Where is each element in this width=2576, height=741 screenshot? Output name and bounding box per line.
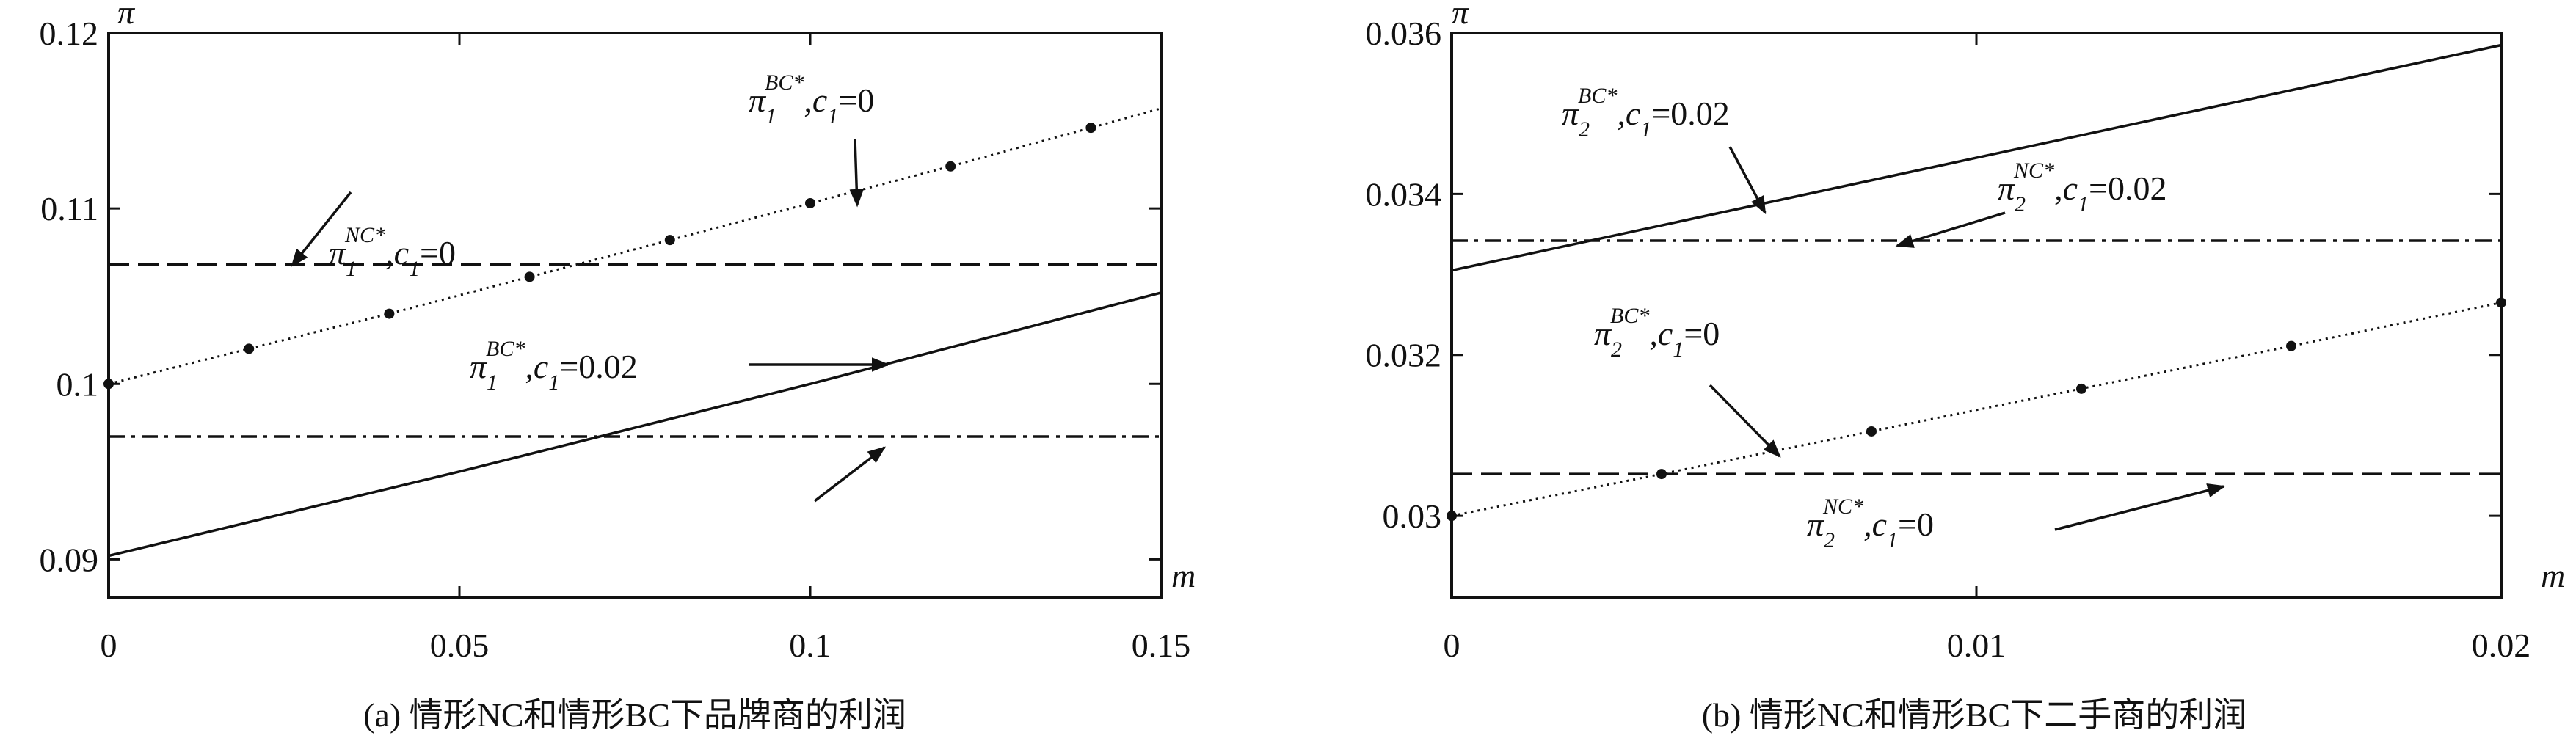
x-tick-label-b: 0 [1444,627,1460,664]
data-point-a [664,235,675,246]
caption-b: (b) 情形NC和情形BC下二手商的利润 [1702,696,2246,734]
data-point-b [1866,426,1877,437]
data-point-a [1085,123,1096,134]
data-point-b [2496,297,2506,308]
series-line-b-dotted-markers [1451,302,2502,517]
plot-b: 0 0.01 0.02 0.03 0.032 0.034 0.036 [1366,15,2531,664]
y-tick-label-a: 0.12 [40,15,99,52]
series-line-b-solid [1451,43,2502,272]
arrow-b-bc-c0 [1709,384,1781,458]
plot-a: 0 0.05 0.1 0.15 0.09 0.1 0.11 0.12 [40,15,1191,664]
arrow-a-nc-c0 [291,191,352,267]
data-point-a [384,308,395,319]
x-tick-label-b: 0.01 [1947,627,2006,664]
x-tick-label-a: 0 [101,627,117,664]
arrow-b-nc-c0 [2054,483,2226,531]
series-line-a-dotted-markers [108,107,1162,385]
y-tick-label-b: 0.036 [1366,15,1442,52]
data-point-b [2076,383,2086,394]
arrow-a-bc-c0 [849,139,865,208]
data-point-a [244,343,255,354]
x-tick-label-b: 0.02 [2472,627,2531,664]
x-axis-label-a: m [1171,557,1196,594]
x-axis-label-b: m [2541,557,2565,594]
series-line-a-solid [108,291,1162,558]
annotation-a-bc-c0: π1BC*,c1=0 [749,70,874,128]
arrow-b-nc-c002 [1895,211,2006,248]
x-tick-label-a: 0.15 [1132,627,1191,664]
y-tick-label-a: 0.1 [57,365,99,403]
data-point-a [805,197,815,208]
y-tick-label-b: 0.034 [1366,175,1442,213]
annotation-a-bc-c002: π1BC*,c1=0.02 [470,337,638,395]
annotation-b-bc-c0: π2BC*,c1=0 [1594,304,1720,362]
arrow-a-nc-c002 [813,446,886,503]
data-point-a [103,379,114,390]
y-tick-label-b: 0.03 [1383,497,1442,535]
annotation-b-nc-c002: π2NC*,c1=0.02 [1998,158,2166,216]
annotation-a-nc-c0: π1NC*,c1=0 [329,223,456,281]
arrow-b-bc-c002 [1728,146,1767,215]
annotation-b-nc-c0: π2NC*,c1=0 [1807,494,1934,552]
y-axis-label-a: π [117,0,136,31]
annotation-b-bc-c002: π2BC*,c1=0.02 [1562,84,1730,142]
data-point-a [524,271,535,282]
plot-frame-a [107,32,1163,599]
y-tick-label-a: 0.09 [40,541,99,578]
caption-a: (a) 情形NC和情形BC下品牌商的利润 [363,696,906,734]
y-axis-label-b: π [1452,0,1470,31]
x-tick-label-a: 0.1 [789,627,832,664]
y-tick-label-b: 0.032 [1366,337,1442,374]
y-tick-label-a: 0.11 [40,190,98,227]
data-point-b [1447,511,1457,522]
data-point-a [945,161,956,172]
x-tick-label-a: 0.05 [430,627,490,664]
data-point-b [2286,340,2296,351]
